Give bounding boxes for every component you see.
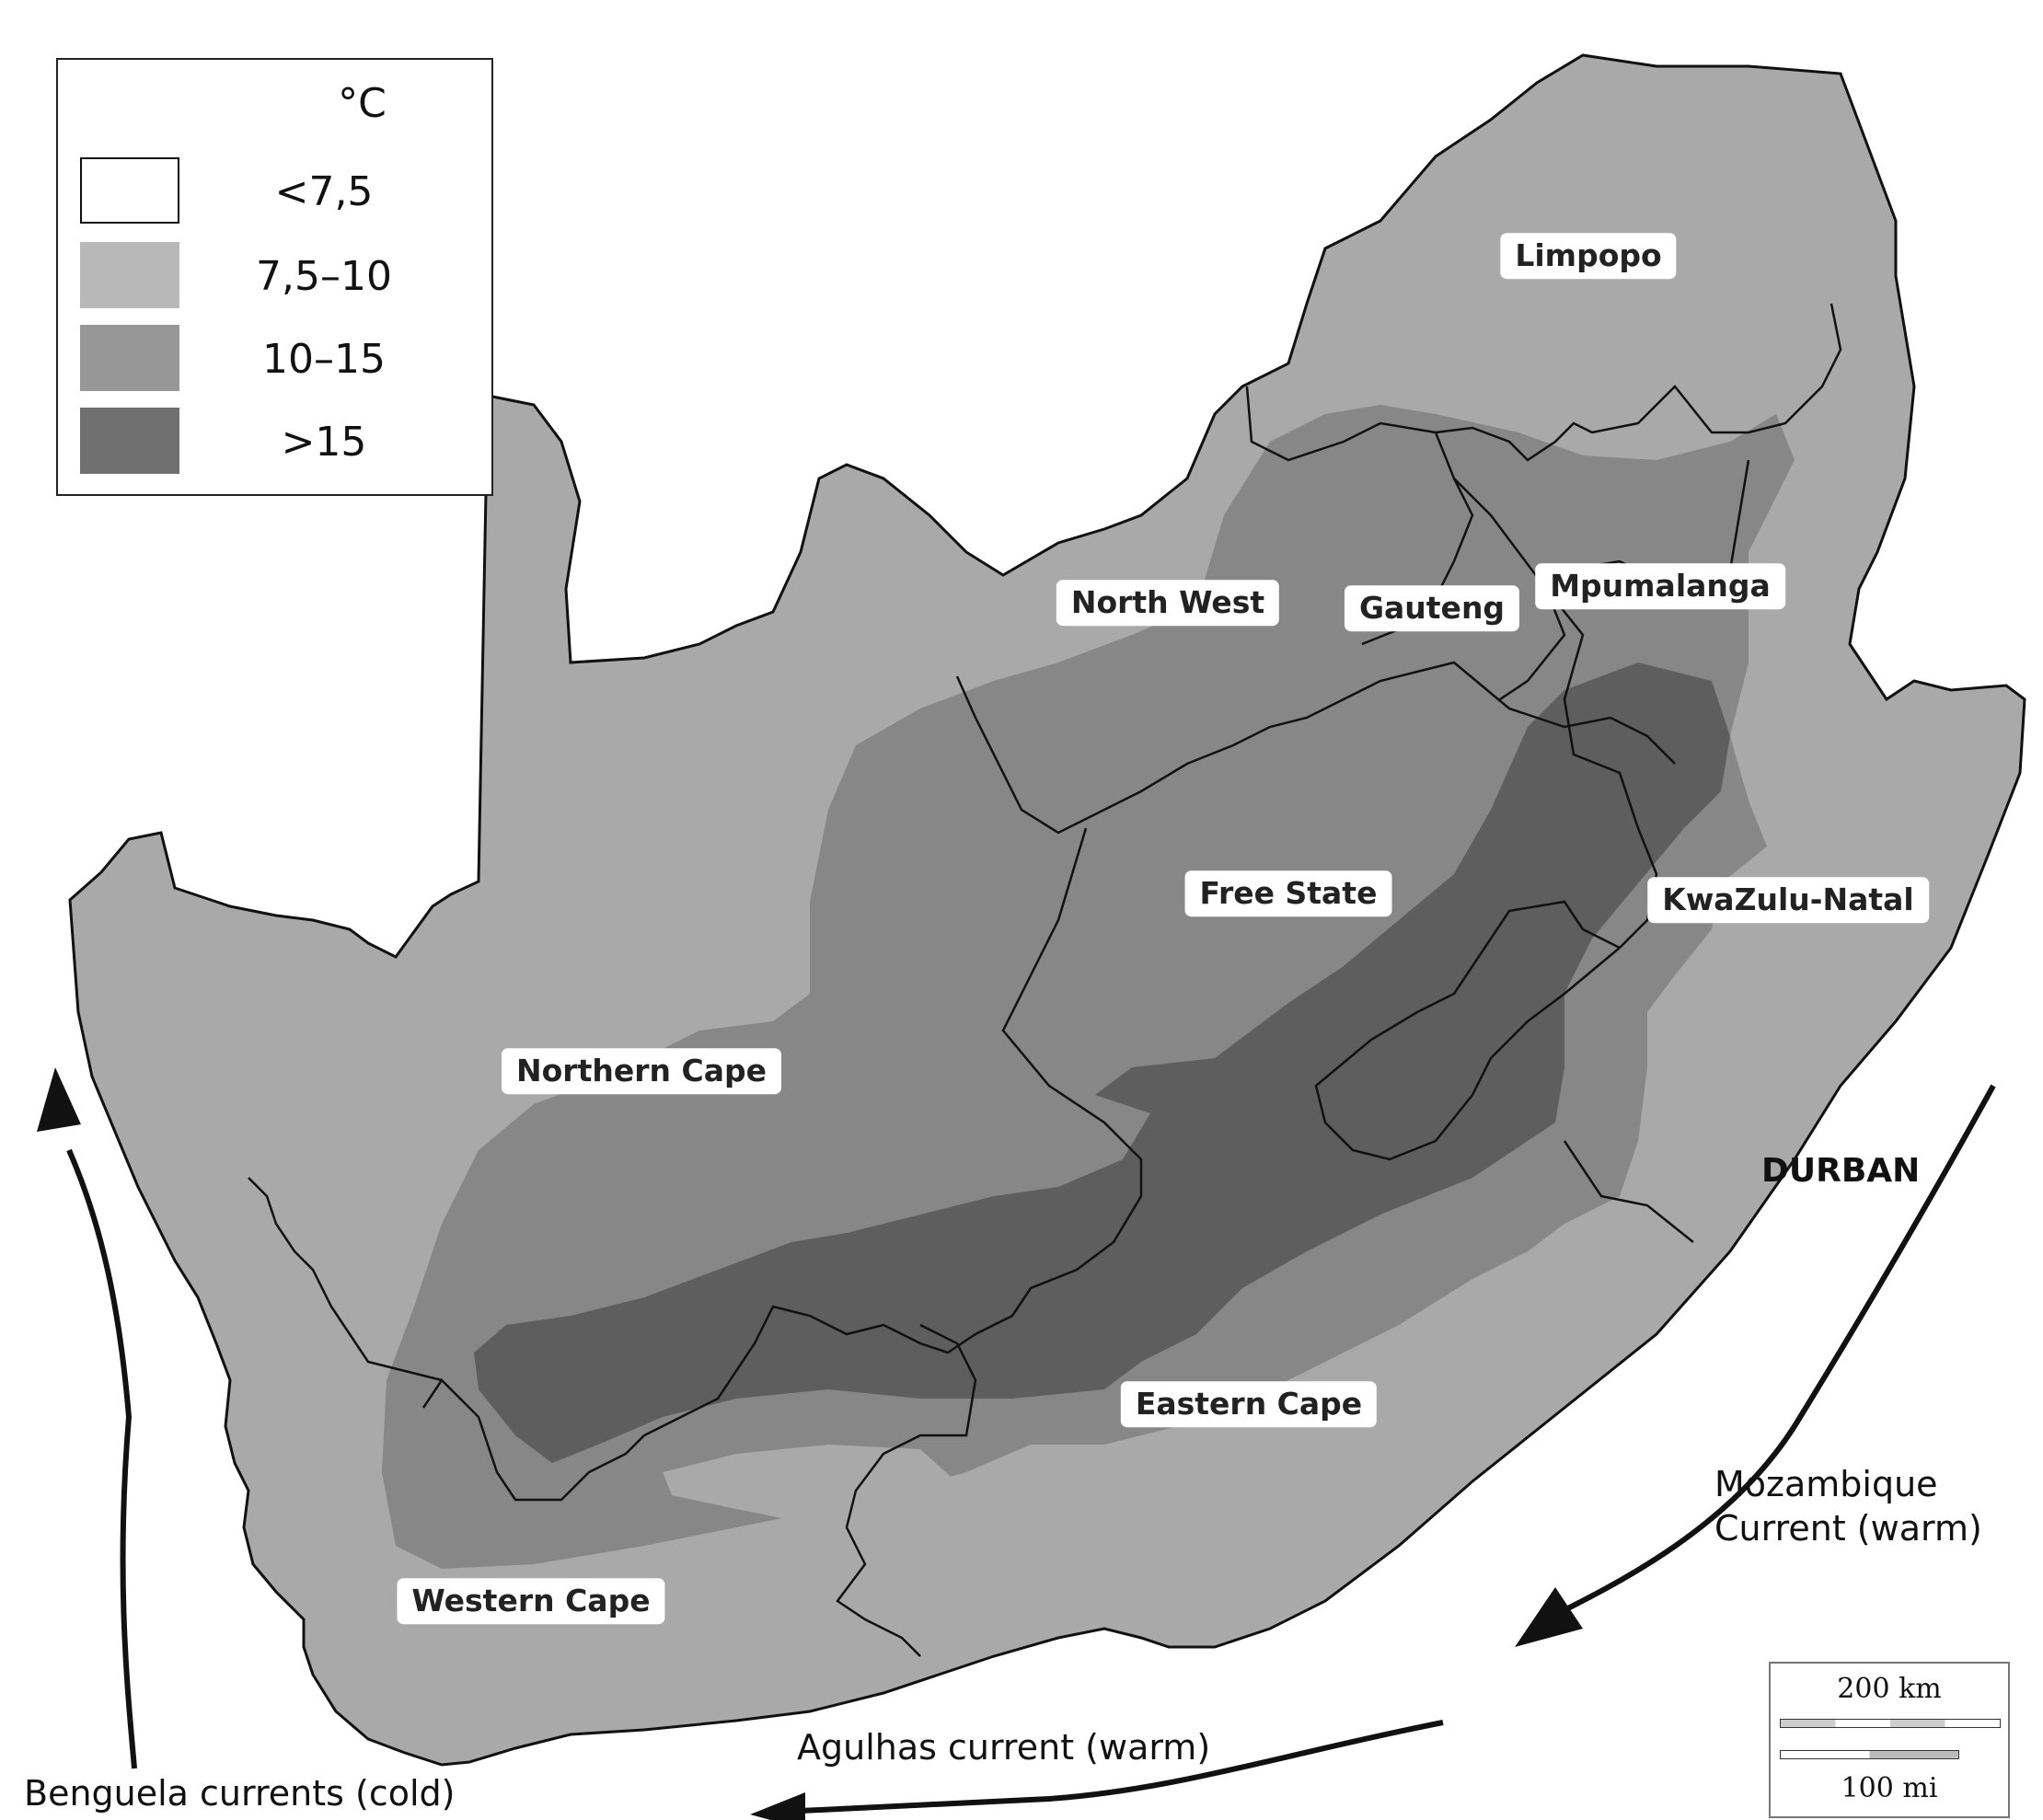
temperature-zone-light-patch <box>663 1445 966 1527</box>
legend-row: 10–15 <box>80 325 476 393</box>
mozambique-current-label-line1: Mozambique <box>1714 1464 1938 1504</box>
legend-swatch <box>80 325 179 391</box>
scale-km-bar <box>1780 1719 2001 1728</box>
legend-row: <7,5 <box>80 157 476 225</box>
scale-mi-label: 100 mi <box>1841 1772 1938 1804</box>
legend-label: 7,5–10 <box>256 253 392 300</box>
province-label-limpopo: Limpopo <box>1500 233 1677 279</box>
legend-label: <7,5 <box>274 168 374 215</box>
legend-unit: °C <box>338 80 387 127</box>
legend-swatch <box>80 408 179 474</box>
benguela-current-arrow <box>37 1067 137 1769</box>
legend-row: 7,5–10 <box>80 242 476 310</box>
legend-row: >15 <box>80 408 476 476</box>
mozambique-current-label: Mozambique Current (warm) <box>1714 1463 1982 1550</box>
legend-swatch <box>80 157 179 224</box>
mozambique-current-label-line2: Current (warm) <box>1714 1507 1982 1549</box>
province-label-mpumalanga: Mpumalanga <box>1535 563 1785 609</box>
legend-label: 10–15 <box>262 336 386 383</box>
scale-mi-bar <box>1780 1750 1959 1759</box>
province-label-gauteng: Gauteng <box>1344 585 1520 631</box>
province-label-eastern-cape: Eastern Cape <box>1120 1381 1378 1427</box>
scale-km-label: 200 km <box>1837 1673 1942 1705</box>
province-label-north-west: North West <box>1056 580 1280 626</box>
legend-label: >15 <box>281 419 367 466</box>
province-label-western-cape: Western Cape <box>397 1578 665 1624</box>
agulhas-current-arrow <box>750 1720 1444 1820</box>
city-label-durban: DURBAN <box>1761 1152 1921 1190</box>
legend-swatch <box>80 242 179 308</box>
province-label-northern-cape: Northern Cape <box>502 1048 781 1094</box>
scale-bar: 200 km 100 mi <box>1769 1662 2010 1818</box>
mozambique-current-arrow <box>1515 1084 1996 1647</box>
temperature-zone-gt15 <box>474 662 1730 1463</box>
province-label-free-state: Free State <box>1184 870 1392 916</box>
province-label-kwazulu-natal: KwaZulu-Natal <box>1647 877 1929 923</box>
benguela-current-label: Benguela currents (cold) <box>24 1773 456 1814</box>
legend: °C <7,5 7,5–10 10–15 >15 <box>56 58 493 496</box>
agulhas-current-label: Agulhas current (warm) <box>797 1727 1211 1768</box>
